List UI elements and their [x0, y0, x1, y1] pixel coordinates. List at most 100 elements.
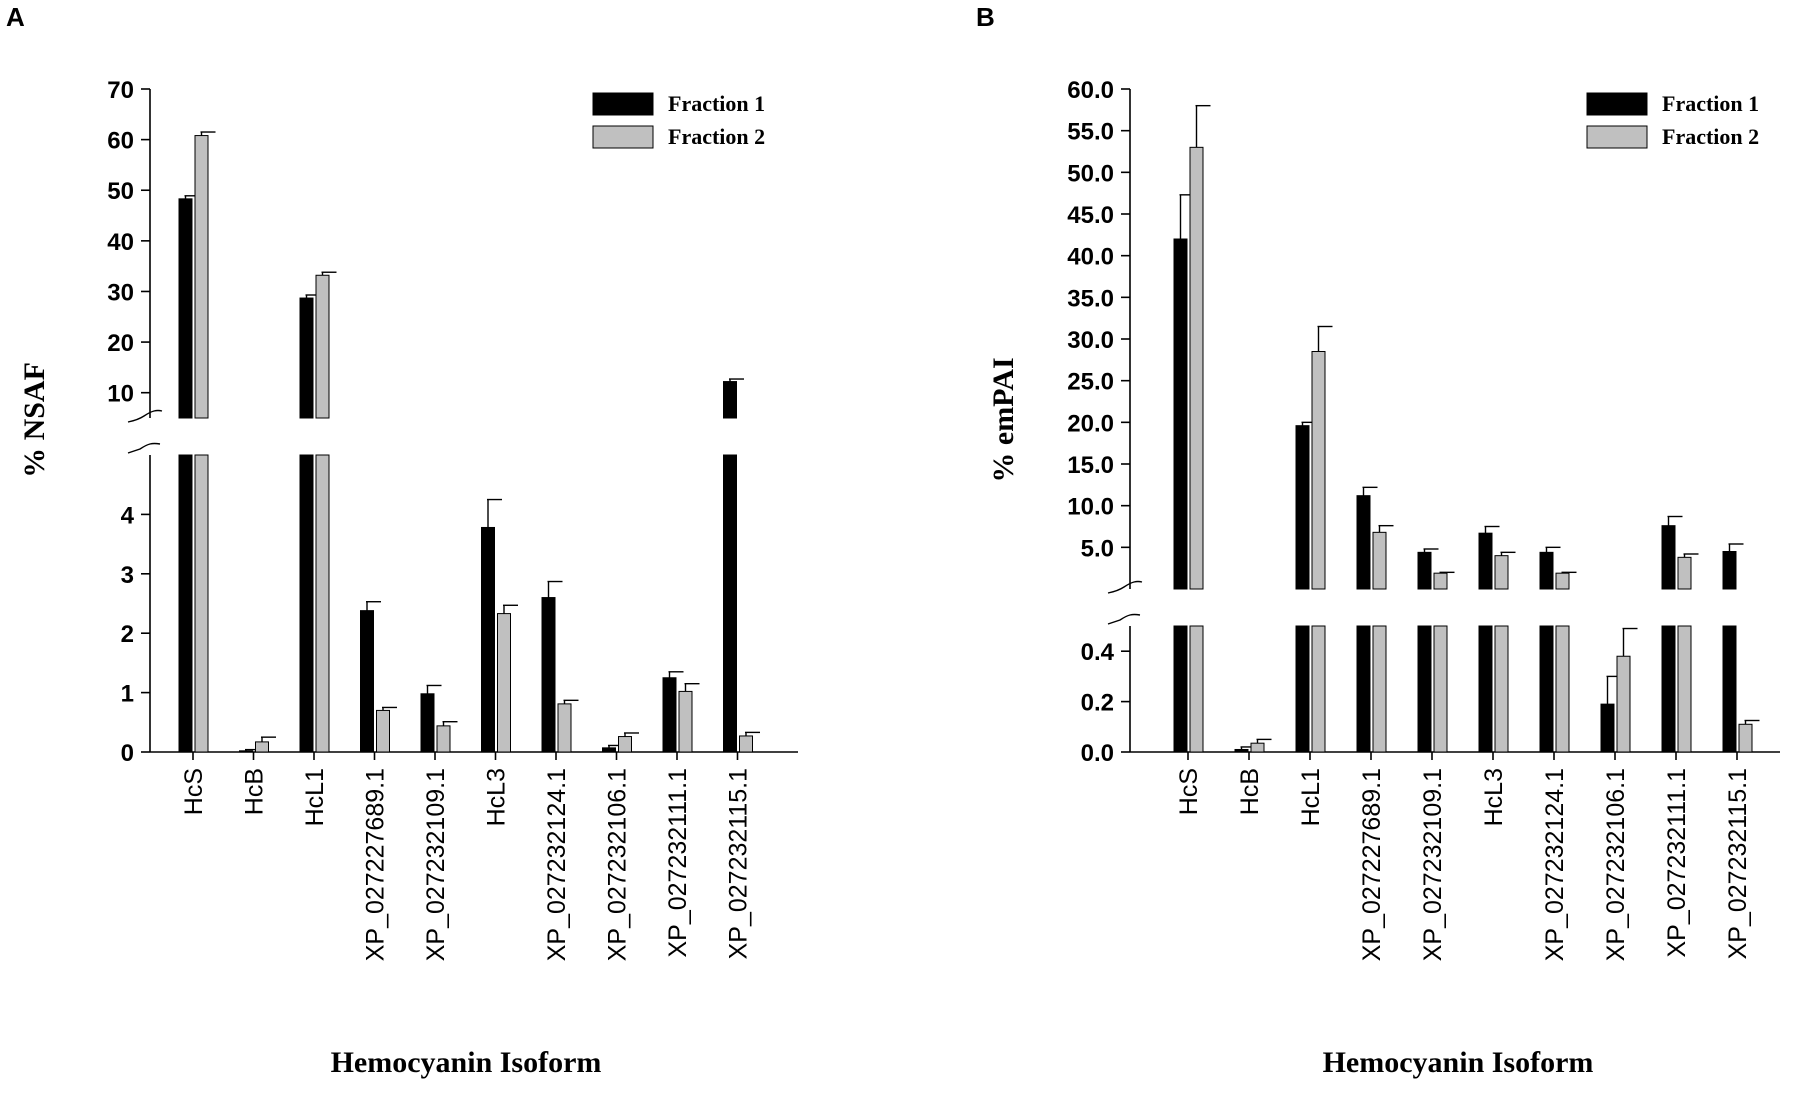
bar-fraction-1-lower: [178, 454, 193, 753]
bar-fraction-1: [541, 597, 556, 753]
legend-swatch-fraction-2: [592, 125, 654, 149]
bar-fraction-1: [1295, 425, 1310, 590]
x-tick-label: XP_027232106.1: [604, 768, 632, 961]
bar-fraction-2: [557, 703, 572, 753]
y-tick-label: 4: [121, 502, 135, 529]
bar-fraction-1-lower: [723, 454, 737, 753]
y-tick-label: 70: [107, 77, 134, 104]
bar-fraction-1-lower: [299, 454, 314, 753]
legend: Fraction 1 Fraction 2: [1586, 91, 1759, 149]
bar-fraction-2-lower: [1494, 625, 1509, 753]
bar-fraction-2: [1494, 555, 1509, 590]
legend-swatch-fraction-2: [1586, 125, 1648, 149]
bar-fraction-1-lower: [1173, 625, 1188, 753]
panel-label: A: [6, 2, 25, 32]
bar-fraction-1: [299, 297, 314, 419]
bar-fraction-2: [1433, 572, 1448, 590]
y-tick-label: 0.4: [1081, 639, 1115, 666]
axis-break-mark-top: [1107, 580, 1143, 594]
bar-fraction-1: [420, 693, 435, 753]
y-tick-label: 25.0: [1067, 369, 1114, 396]
y-tick-label: 0: [121, 740, 134, 767]
y-tick-label: 35.0: [1067, 285, 1114, 312]
axis-break-mark-bottom: [1107, 613, 1141, 625]
bar-fraction-1: [1356, 495, 1371, 590]
y-tick-label: 20: [107, 330, 134, 357]
bar-fraction-2-lower: [1372, 625, 1387, 753]
bar-fraction-2-lower: [1555, 625, 1570, 753]
bar-fraction-1: [1600, 703, 1615, 753]
bar-fraction-2: [436, 725, 451, 753]
bar-fraction-2: [739, 735, 753, 753]
y-tick-label: 5.0: [1081, 535, 1114, 562]
x-tick-label: XP_027232111.1: [1663, 768, 1691, 958]
x-tick-label: HcB: [241, 768, 269, 815]
y-tick-label: 50: [107, 178, 134, 205]
legend-label-fraction-2: Fraction 2: [1662, 124, 1759, 149]
y-tick-label: 45.0: [1067, 202, 1114, 229]
x-tick-label: XP_027232106.1: [1602, 768, 1630, 961]
panel-label: B: [976, 2, 995, 32]
y-tick-label: 1: [121, 681, 134, 708]
y-tick-label: 3: [121, 562, 134, 589]
x-tick-label: HcS: [180, 768, 208, 815]
bar-fraction-1: [1661, 525, 1676, 590]
bar-fraction-1: [723, 381, 737, 419]
bar-fraction-2: [1738, 723, 1753, 753]
panel-a: A 0 1 2 3 4 10 20 30 40 50 60 70 HcS HcB HcL1 XP_0272276…: [6, 2, 798, 1079]
bar-fraction-2-lower: [194, 454, 209, 753]
bar-fraction-1-lower: [1661, 625, 1676, 753]
y-tick-label: 20.0: [1067, 410, 1114, 437]
bar-fraction-1: [178, 198, 193, 419]
bar-fraction-1: [1478, 532, 1493, 590]
bar-fraction-2-lower: [1433, 625, 1448, 753]
y-tick-label: 60.0: [1067, 77, 1114, 104]
bar-fraction-1: [1234, 748, 1249, 753]
y-tick-label: 55.0: [1067, 119, 1114, 146]
y-tick-label: 40: [107, 229, 134, 256]
bar-fraction-2-lower: [1189, 625, 1204, 753]
x-tick-label: XP_027232115.1: [1724, 768, 1752, 959]
bar-fraction-1: [662, 677, 677, 753]
bar-fraction-1: [360, 610, 374, 753]
bar-fraction-1-lower: [1722, 625, 1737, 753]
bar-fraction-2: [1616, 655, 1631, 753]
y-tick-label: 60: [107, 128, 134, 155]
bar-fraction-2: [1555, 572, 1570, 590]
x-axis-title: Hemocyanin Isoform: [331, 1046, 602, 1079]
y-axis-title: % emPAI: [987, 357, 1020, 482]
bar-fraction-1: [1417, 551, 1432, 590]
legend-label-fraction-1: Fraction 1: [1662, 91, 1759, 116]
bar-fraction-2: [255, 741, 269, 753]
bar-fraction-1: [1173, 238, 1188, 590]
x-tick-label: XP_027232115.1: [725, 768, 753, 959]
x-tick-label: HcS: [1175, 768, 1203, 815]
x-axis-title: Hemocyanin Isoform: [1323, 1046, 1594, 1079]
bar-fraction-2: [1372, 531, 1387, 590]
y-tick-label: 30: [107, 279, 134, 306]
legend: Fraction 1 Fraction 2: [592, 91, 765, 149]
bar-fraction-1: [239, 750, 253, 753]
x-tick-label: XP_027232109.1: [1419, 768, 1447, 961]
y-tick-label: 0.0: [1081, 740, 1114, 767]
x-tick-label: XP_027232111.1: [664, 768, 692, 958]
bar-fraction-1-lower: [1295, 625, 1310, 753]
x-tick-label: HcL1: [1297, 768, 1325, 826]
y-tick-label: 15.0: [1067, 452, 1114, 479]
y-tick-label: 30.0: [1067, 327, 1114, 354]
legend-label-fraction-1: Fraction 1: [668, 91, 765, 116]
legend-swatch-fraction-1: [592, 92, 654, 116]
y-tick-label: 10.0: [1067, 494, 1114, 521]
bar-fraction-1-lower: [1539, 625, 1554, 753]
bar-fraction-1: [481, 526, 495, 753]
bar-fraction-2: [376, 709, 390, 753]
legend-swatch-fraction-1: [1586, 92, 1648, 116]
bar-fraction-2: [194, 135, 209, 419]
y-tick-label: 0.2: [1081, 690, 1114, 717]
bar-fraction-2: [1250, 742, 1265, 753]
bar-fraction-2-lower: [315, 454, 330, 753]
y-tick-label: 10: [107, 381, 134, 408]
bar-fraction-1: [1539, 551, 1554, 590]
bar-fraction-2: [1677, 556, 1692, 590]
